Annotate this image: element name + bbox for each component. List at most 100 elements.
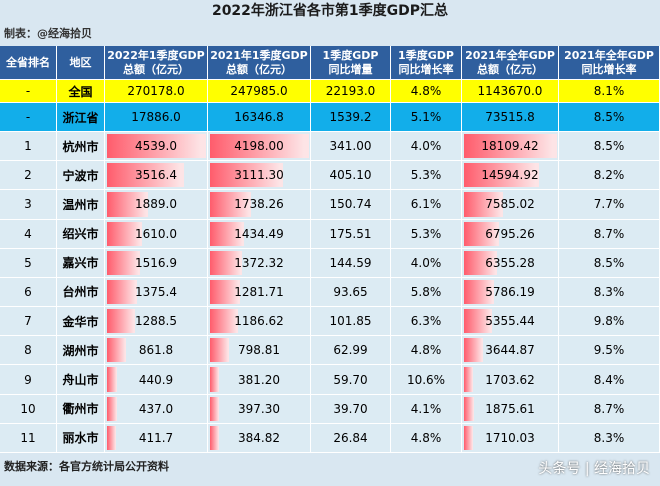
data-bar bbox=[107, 396, 117, 421]
cell-text: 5.8% bbox=[410, 284, 442, 299]
row-cell: 6.3% bbox=[391, 307, 462, 337]
header-text: 2022年1季度GDP bbox=[107, 48, 205, 62]
cell-text: 1288.5 bbox=[135, 314, 177, 329]
row-cell: 金华市 bbox=[57, 307, 105, 337]
cell-text: 384.82 bbox=[238, 430, 280, 445]
summary-cell: 16346.8 bbox=[208, 103, 311, 132]
row-cell: 5.3% bbox=[391, 161, 462, 191]
row-cell: 18109.42 bbox=[462, 132, 559, 162]
cell-text: 1 bbox=[24, 139, 32, 154]
summary-cell: 247985.0 bbox=[208, 80, 311, 103]
row-cell: 4.0% bbox=[391, 248, 462, 278]
header-cell: 2022年1季度GDP 总额（亿元） bbox=[105, 46, 208, 80]
cell-text: 绍兴市 bbox=[62, 227, 99, 242]
cell-text: 861.8 bbox=[138, 343, 174, 358]
row-cell: 4198.00 bbox=[208, 132, 311, 162]
row-cell: 4.8% bbox=[391, 336, 462, 366]
data-bar bbox=[210, 309, 238, 334]
cell-text: 11 bbox=[20, 430, 36, 445]
header-cell: 2021年全年GDP 总额（亿元） bbox=[462, 46, 559, 80]
cell-text: 4.8% bbox=[410, 430, 442, 445]
row-cell: 101.85 bbox=[311, 307, 391, 337]
cell-text: 4.1% bbox=[410, 401, 442, 416]
data-bar bbox=[210, 192, 251, 217]
cell-text: 17886.0 bbox=[131, 110, 181, 124]
data-bar bbox=[107, 163, 184, 188]
cell-text: 6355.28 bbox=[485, 255, 535, 270]
cell-text: 4.8% bbox=[410, 343, 442, 358]
cell-text: 1434.49 bbox=[234, 226, 284, 241]
row-cell: 397.30 bbox=[208, 394, 311, 424]
row-cell: 4 bbox=[0, 219, 57, 249]
row-cell: 8.5% bbox=[559, 132, 660, 162]
row-cell: 3 bbox=[0, 190, 57, 220]
row-cell: 温州市 bbox=[57, 190, 105, 220]
data-bar bbox=[107, 338, 126, 363]
row-cell: 440.9 bbox=[105, 365, 208, 395]
cell-text: 5.3% bbox=[410, 226, 442, 241]
row-cell: 6795.26 bbox=[462, 219, 559, 249]
row-cell: 5 bbox=[0, 248, 57, 278]
header-cell: 1季度GDP 同比增量 bbox=[311, 46, 391, 80]
data-bar bbox=[210, 396, 220, 421]
header-text: 总额（亿元） bbox=[226, 62, 292, 76]
cell-text: 1738.26 bbox=[234, 197, 284, 212]
row-cell: 8.7% bbox=[559, 394, 660, 424]
row-cell: 台州市 bbox=[57, 277, 105, 308]
cell-text: 嘉兴市 bbox=[62, 256, 99, 271]
cell-text: 9.8% bbox=[593, 314, 625, 329]
row-cell: 4.8% bbox=[391, 423, 462, 453]
row-cell: 4.1% bbox=[391, 394, 462, 424]
cell-text: 62.99 bbox=[333, 343, 368, 358]
row-cell: 411.7 bbox=[105, 423, 208, 453]
row-cell: 1372.32 bbox=[208, 248, 311, 278]
data-bar bbox=[107, 367, 117, 392]
data-bar bbox=[107, 279, 137, 305]
row-cell: 杭州市 bbox=[57, 132, 105, 162]
row-cell: 9.5% bbox=[559, 336, 660, 366]
row-cell: 10.6% bbox=[391, 365, 462, 395]
data-bar bbox=[464, 134, 557, 159]
row-cell: 5.3% bbox=[391, 219, 462, 249]
cell-text: 8 bbox=[24, 343, 32, 358]
data-bar bbox=[107, 250, 141, 275]
row-cell: 8.3% bbox=[559, 423, 660, 453]
row-cell: 8.3% bbox=[559, 277, 660, 308]
cell-text: 8.5% bbox=[593, 110, 625, 124]
cell-text: 9.5% bbox=[593, 343, 625, 358]
data-bar bbox=[210, 367, 219, 392]
row-cell: 1516.9 bbox=[105, 248, 208, 278]
header-text: 2021年全年GDP bbox=[564, 48, 654, 62]
data-bar bbox=[464, 309, 492, 334]
cell-text: 4 bbox=[24, 226, 32, 241]
row-cell: 8.2% bbox=[559, 161, 660, 191]
data-bar bbox=[464, 250, 497, 275]
row-cell: 8.7% bbox=[559, 219, 660, 249]
cell-text: 1372.32 bbox=[234, 255, 284, 270]
cell-text: 1710.03 bbox=[485, 430, 535, 445]
cell-text: 411.7 bbox=[138, 430, 174, 445]
data-bar bbox=[464, 396, 474, 421]
cell-text: 8.7% bbox=[593, 401, 625, 416]
cell-text: 381.20 bbox=[238, 372, 280, 387]
row-cell: 5.8% bbox=[391, 277, 462, 308]
cell-text: 宁波市 bbox=[62, 168, 99, 183]
data-bar bbox=[107, 221, 143, 246]
source: 数据来源：各官方统计局公开资料 bbox=[0, 453, 660, 486]
summary-cell: 8.1% bbox=[559, 80, 660, 103]
row-cell: 10 bbox=[0, 394, 57, 424]
row-cell: 39.70 bbox=[311, 394, 391, 424]
data-bar bbox=[210, 221, 244, 246]
data-bar bbox=[107, 134, 206, 159]
summary-cell: - bbox=[0, 103, 57, 132]
row-cell: 14594.92 bbox=[462, 161, 559, 191]
cell-text: 3516.4 bbox=[135, 168, 177, 183]
summary-cell: 73515.8 bbox=[462, 103, 559, 132]
row-cell: 175.51 bbox=[311, 219, 391, 249]
cell-text: 1143670.0 bbox=[477, 84, 543, 98]
cell-text: 3111.30 bbox=[234, 168, 284, 183]
cell-text: 144.59 bbox=[329, 255, 372, 270]
row-cell: 衢州市 bbox=[57, 394, 105, 424]
cell-text: 6 bbox=[24, 284, 32, 299]
cell-text: 金华市 bbox=[62, 314, 99, 329]
